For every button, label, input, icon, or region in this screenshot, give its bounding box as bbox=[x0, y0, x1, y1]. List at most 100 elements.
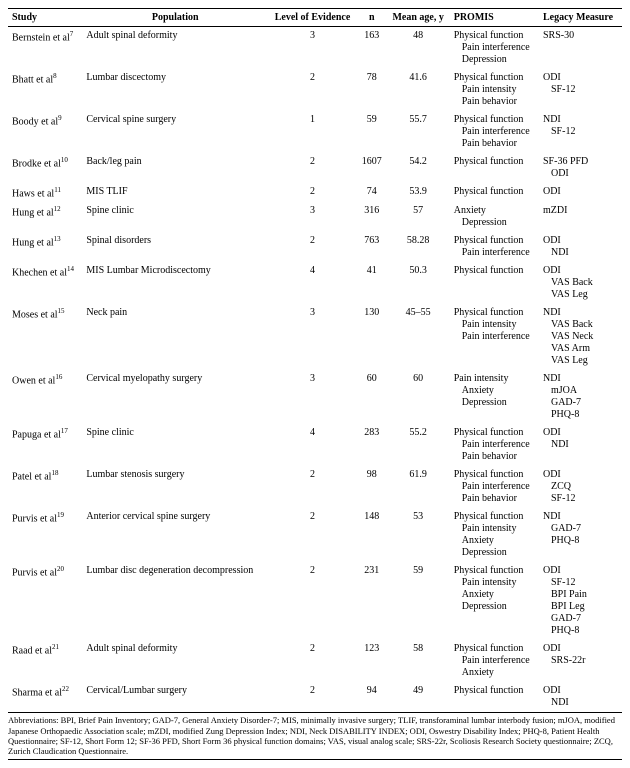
cell-loe: 2 bbox=[268, 232, 357, 262]
table-row: Hung et al13Spinal disorders276358.28Phy… bbox=[8, 232, 622, 262]
cell-promis: Physical function bbox=[450, 153, 539, 183]
cell-legacy: ODINDI bbox=[539, 682, 622, 713]
cell-study: Papuga et al17 bbox=[8, 424, 82, 466]
cell-n: 231 bbox=[357, 562, 387, 640]
cell-legacy: ODIVAS BackVAS Leg bbox=[539, 262, 622, 304]
cell-legacy: ODINDI bbox=[539, 232, 622, 262]
cell-loe: 3 bbox=[268, 202, 357, 232]
col-age: Mean age, y bbox=[387, 9, 450, 27]
cell-study: Patel et al18 bbox=[8, 466, 82, 508]
cell-n: 98 bbox=[357, 466, 387, 508]
cell-age: 53 bbox=[387, 508, 450, 562]
cell-population: Lumbar discectomy bbox=[82, 69, 268, 111]
cell-promis: Physical functionPain intensityPain inte… bbox=[450, 304, 539, 370]
cell-study: Bernstein et al7 bbox=[8, 27, 82, 70]
header-row: Study Population Level of Evidence n Mea… bbox=[8, 9, 622, 27]
cell-loe: 3 bbox=[268, 370, 357, 424]
cell-promis: Pain intensityAnxietyDepression bbox=[450, 370, 539, 424]
cell-loe: 2 bbox=[268, 640, 357, 682]
cell-promis: Physical functionPain interferenceDepres… bbox=[450, 27, 539, 70]
cell-legacy: ODISF-12BPI PainBPI LegGAD-7PHQ-8 bbox=[539, 562, 622, 640]
cell-n: 283 bbox=[357, 424, 387, 466]
cell-loe: 2 bbox=[268, 508, 357, 562]
cell-age: 50.3 bbox=[387, 262, 450, 304]
cell-n: 123 bbox=[357, 640, 387, 682]
cell-study: Hung et al13 bbox=[8, 232, 82, 262]
cell-population: Adult spinal deformity bbox=[82, 27, 268, 70]
cell-promis: Physical functionPain intensityPain beha… bbox=[450, 69, 539, 111]
cell-loe: 4 bbox=[268, 262, 357, 304]
cell-promis: Physical function bbox=[450, 183, 539, 202]
cell-population: Anterior cervical spine surgery bbox=[82, 508, 268, 562]
cell-promis: Physical function bbox=[450, 682, 539, 713]
cell-legacy: NDIVAS BackVAS NeckVAS ArmVAS Leg bbox=[539, 304, 622, 370]
cell-n: 60 bbox=[357, 370, 387, 424]
cell-legacy: mZDI bbox=[539, 202, 622, 232]
cell-legacy: NDIGAD-7PHQ-8 bbox=[539, 508, 622, 562]
cell-legacy: ODINDI bbox=[539, 424, 622, 466]
cell-study: Bhatt et al8 bbox=[8, 69, 82, 111]
cell-population: Cervical spine surgery bbox=[82, 111, 268, 153]
table-row: Khechen et al14MIS Lumbar Microdiscectom… bbox=[8, 262, 622, 304]
cell-age: 48 bbox=[387, 27, 450, 70]
cell-legacy: SRS-30 bbox=[539, 27, 622, 70]
table-row: Hung et al12Spine clinic331657AnxietyDep… bbox=[8, 202, 622, 232]
cell-loe: 2 bbox=[268, 682, 357, 713]
table-row: Sharma et al22Cervical/Lumbar surgery294… bbox=[8, 682, 622, 713]
cell-legacy: SF-36 PFDODI bbox=[539, 153, 622, 183]
cell-n: 94 bbox=[357, 682, 387, 713]
cell-n: 763 bbox=[357, 232, 387, 262]
cell-loe: 2 bbox=[268, 183, 357, 202]
evidence-table: Study Population Level of Evidence n Mea… bbox=[8, 8, 622, 713]
col-loe: Level of Evidence bbox=[268, 9, 357, 27]
cell-age: 45–55 bbox=[387, 304, 450, 370]
cell-n: 130 bbox=[357, 304, 387, 370]
cell-promis: AnxietyDepression bbox=[450, 202, 539, 232]
cell-study: Hung et al12 bbox=[8, 202, 82, 232]
cell-promis: Physical functionPain interferencePain b… bbox=[450, 111, 539, 153]
cell-study: Boody et al9 bbox=[8, 111, 82, 153]
cell-population: Spine clinic bbox=[82, 424, 268, 466]
cell-study: Haws et al11 bbox=[8, 183, 82, 202]
cell-age: 55.2 bbox=[387, 424, 450, 466]
col-population: Population bbox=[82, 9, 268, 27]
col-n: n bbox=[357, 9, 387, 27]
cell-promis: Physical functionPain interferencePain b… bbox=[450, 466, 539, 508]
table-row: Bhatt et al8Lumbar discectomy27841.6Phys… bbox=[8, 69, 622, 111]
table-row: Brodke et al10Back/leg pain2160754.2Phys… bbox=[8, 153, 622, 183]
cell-n: 1607 bbox=[357, 153, 387, 183]
cell-study: Moses et al15 bbox=[8, 304, 82, 370]
table-row: Haws et al11MIS TLIF27453.9Physical func… bbox=[8, 183, 622, 202]
cell-promis: Physical functionPain intensityAnxietyDe… bbox=[450, 508, 539, 562]
cell-population: Neck pain bbox=[82, 304, 268, 370]
cell-legacy: NDISF-12 bbox=[539, 111, 622, 153]
cell-legacy: ODISRS-22r bbox=[539, 640, 622, 682]
cell-age: 54.2 bbox=[387, 153, 450, 183]
cell-age: 57 bbox=[387, 202, 450, 232]
cell-population: Lumbar disc degeneration decompression bbox=[82, 562, 268, 640]
cell-age: 53.9 bbox=[387, 183, 450, 202]
cell-population: Cervical myelopathy surgery bbox=[82, 370, 268, 424]
cell-age: 61.9 bbox=[387, 466, 450, 508]
cell-loe: 2 bbox=[268, 69, 357, 111]
cell-study: Purvis et al20 bbox=[8, 562, 82, 640]
cell-population: Back/leg pain bbox=[82, 153, 268, 183]
cell-n: 163 bbox=[357, 27, 387, 70]
table-row: Purvis et al19Anterior cervical spine su… bbox=[8, 508, 622, 562]
cell-n: 78 bbox=[357, 69, 387, 111]
cell-n: 41 bbox=[357, 262, 387, 304]
cell-age: 60 bbox=[387, 370, 450, 424]
cell-loe: 3 bbox=[268, 27, 357, 70]
cell-loe: 1 bbox=[268, 111, 357, 153]
cell-loe: 3 bbox=[268, 304, 357, 370]
cell-legacy: NDImJOAGAD-7PHQ-8 bbox=[539, 370, 622, 424]
cell-n: 74 bbox=[357, 183, 387, 202]
cell-study: Brodke et al10 bbox=[8, 153, 82, 183]
cell-population: Spinal disorders bbox=[82, 232, 268, 262]
table-row: Owen et al16Cervical myelopathy surgery3… bbox=[8, 370, 622, 424]
cell-promis: Physical functionPain interferenceAnxiet… bbox=[450, 640, 539, 682]
table-row: Purvis et al20Lumbar disc degeneration d… bbox=[8, 562, 622, 640]
cell-study: Sharma et al22 bbox=[8, 682, 82, 713]
cell-n: 59 bbox=[357, 111, 387, 153]
cell-population: Lumbar stenosis surgery bbox=[82, 466, 268, 508]
